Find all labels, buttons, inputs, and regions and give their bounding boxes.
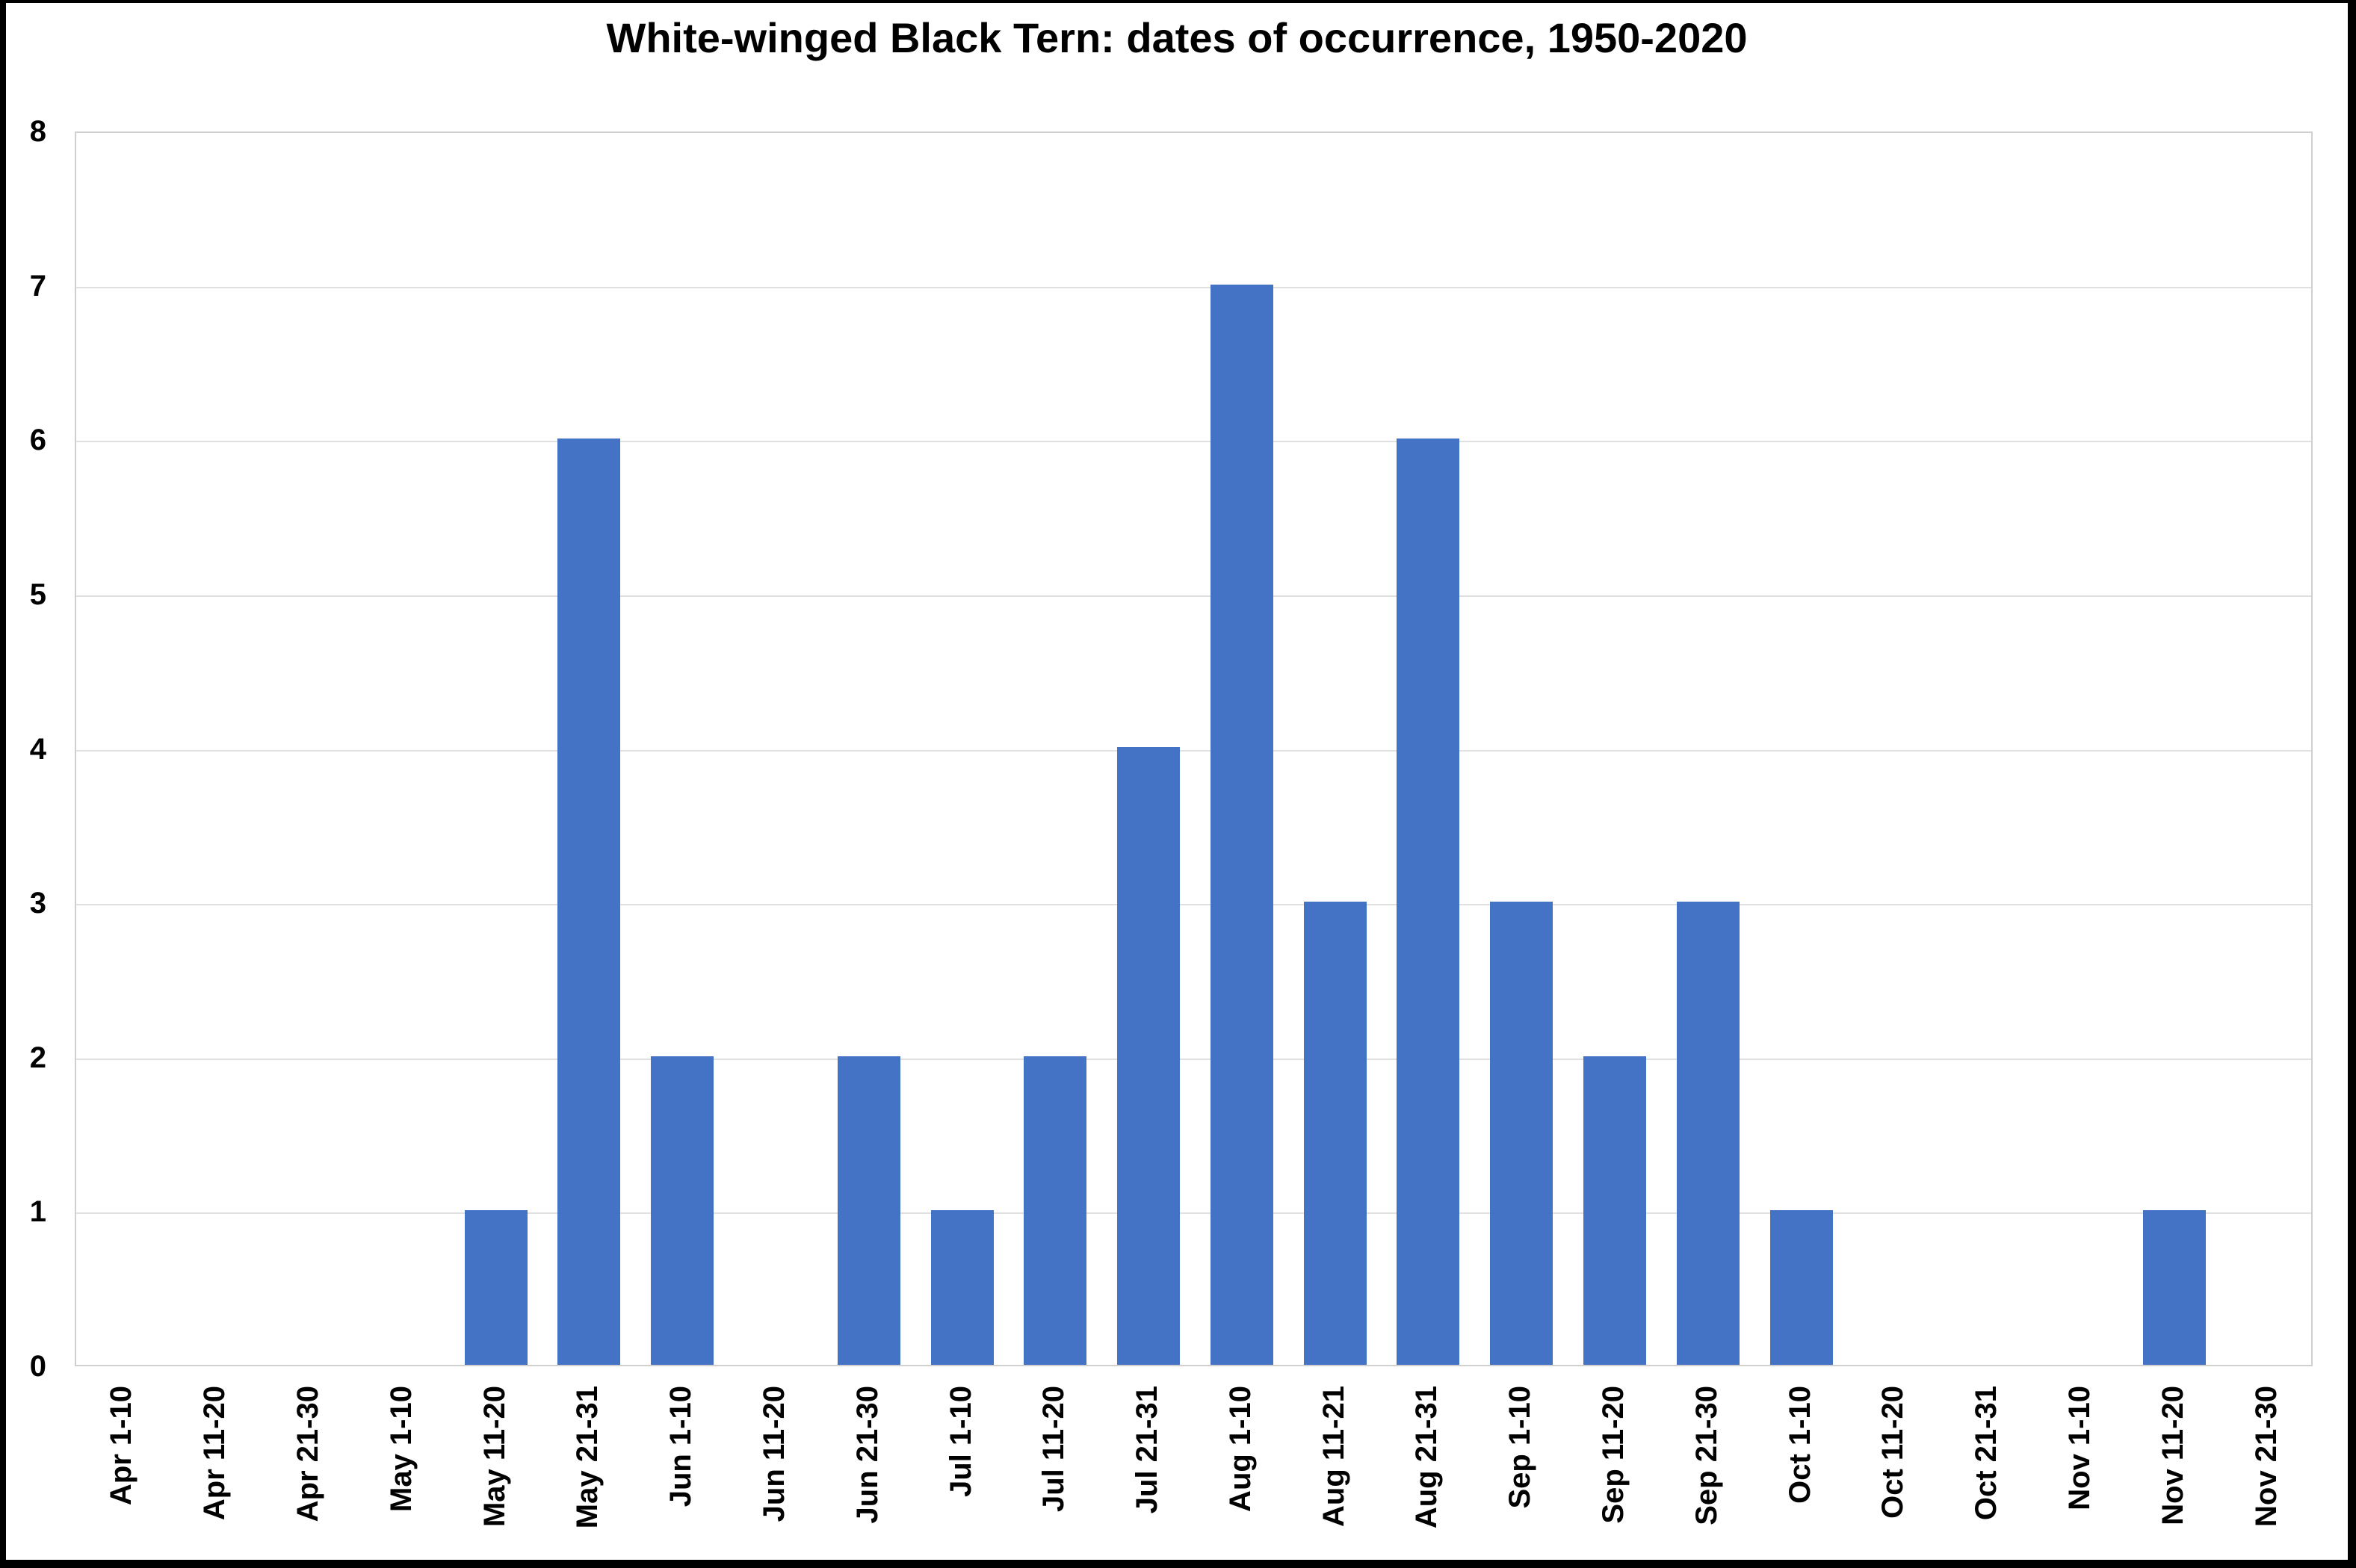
x-tick-label: Sep 1-10 (1503, 1386, 1536, 1509)
bar (557, 439, 620, 1365)
bar (2143, 1210, 2206, 1365)
x-tick-label: Sep 21-30 (1690, 1386, 1723, 1525)
y-tick-label: 2 (29, 1041, 46, 1074)
y-tick-label: 1 (29, 1195, 46, 1228)
chart-title: White-winged Black Tern: dates of occurr… (606, 14, 1748, 61)
x-tick-label: Apr 21-30 (291, 1386, 324, 1522)
x-tick-label: Jun 11-20 (758, 1386, 791, 1522)
x-tick-label: Oct 11-20 (1876, 1386, 1909, 1519)
x-tick-label: May 1-10 (385, 1386, 418, 1512)
bar (1117, 747, 1180, 1365)
x-tick-label: Apr 1-10 (105, 1386, 137, 1506)
y-tick-label: 6 (29, 424, 46, 456)
bar (1211, 285, 1273, 1365)
x-tick-label: May 11-20 (478, 1386, 511, 1528)
gridline (76, 441, 2311, 442)
x-tick-label: Aug 1-10 (1224, 1386, 1257, 1512)
bar (1583, 1056, 1646, 1365)
x-tick-label: Oct 1-10 (1784, 1386, 1817, 1504)
y-tick-label: 5 (29, 578, 46, 611)
x-tick-label: Nov 1-10 (2063, 1386, 2096, 1510)
bar (465, 1210, 528, 1365)
x-tick-label: Aug 11-21 (1317, 1386, 1350, 1527)
y-tick-label: 4 (29, 733, 46, 766)
bar (1490, 902, 1553, 1365)
bar (1770, 1210, 1833, 1365)
x-tick-label: Jul 21-31 (1131, 1386, 1163, 1514)
x-tick-label: Jun 1-10 (664, 1386, 697, 1507)
x-tick-label: Sep 11-20 (1597, 1386, 1630, 1524)
x-tick-label: Jul 11-20 (1037, 1386, 1070, 1513)
x-tick-label: Aug 21-31 (1410, 1386, 1443, 1529)
gridline (76, 904, 2311, 905)
gridline (76, 1212, 2311, 1214)
x-tick-label: Jun 21-30 (851, 1386, 884, 1524)
x-tick-label: Nov 21-30 (2250, 1386, 2283, 1527)
bar (1677, 902, 1740, 1365)
x-tick-label: Nov 11-20 (2156, 1386, 2189, 1525)
bar (1304, 902, 1367, 1365)
x-tick-label: Jul 1-10 (944, 1386, 977, 1497)
y-tick-label: 7 (29, 270, 46, 303)
gridline (76, 595, 2311, 597)
gridline (76, 287, 2311, 288)
x-tick-label: Apr 11-20 (198, 1386, 231, 1521)
bar (1397, 439, 1459, 1365)
bar (931, 1210, 994, 1365)
y-tick-label: 3 (29, 887, 46, 920)
bar (651, 1056, 714, 1365)
gridline (76, 1059, 2311, 1060)
plot-area (75, 131, 2313, 1366)
x-tick-label: May 21-31 (571, 1386, 604, 1529)
bar (838, 1056, 900, 1365)
bar (1024, 1056, 1086, 1365)
y-tick-label: 8 (29, 115, 46, 148)
y-tick-label: 0 (29, 1350, 46, 1383)
x-tick-label: Oct 21-31 (1970, 1386, 2003, 1521)
gridline (76, 750, 2311, 752)
